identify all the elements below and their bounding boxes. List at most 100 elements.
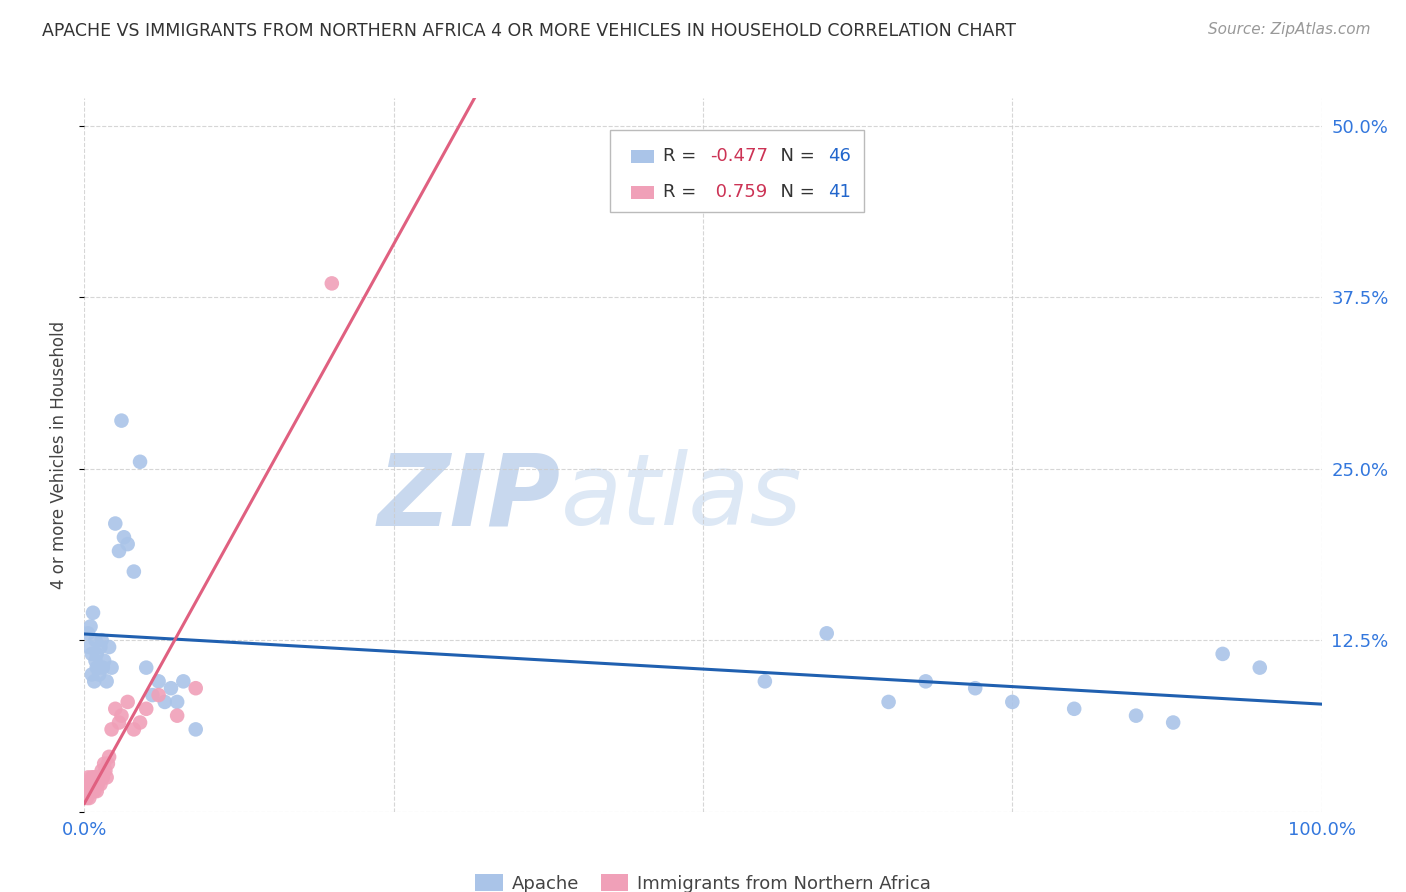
Point [108, 544, 131, 558]
Text: atlas: atlas [561, 450, 803, 546]
Point [89, 777, 111, 791]
Point [321, 277, 343, 291]
Point [79, 777, 101, 791]
Point [76, 791, 98, 805]
Text: R =: R = [664, 183, 703, 202]
Point [877, 695, 900, 709]
Point [104, 702, 127, 716]
Point [82, 784, 104, 798]
Point [89, 771, 111, 785]
Text: N =: N = [769, 147, 820, 165]
Point [87, 777, 110, 791]
FancyBboxPatch shape [610, 130, 863, 212]
Point [79, 791, 101, 805]
Point [129, 715, 152, 730]
Point [1212, 647, 1234, 661]
Text: N =: N = [769, 183, 820, 202]
Point [83, 784, 105, 798]
Point [82, 771, 104, 785]
Point [110, 414, 132, 428]
Point [84, 771, 107, 785]
Point [77, 771, 100, 785]
Point [1001, 695, 1024, 709]
Point [965, 681, 987, 696]
Point [100, 660, 122, 674]
Point [93, 654, 115, 668]
Point [914, 674, 936, 689]
Point [77, 784, 100, 798]
Point [79, 777, 101, 791]
Point [1161, 715, 1184, 730]
Legend: Apache, Immigrants from Northern Africa: Apache, Immigrants from Northern Africa [468, 867, 938, 892]
Point [96, 674, 118, 689]
Point [80, 777, 103, 791]
Point [77, 626, 100, 640]
Point [84, 654, 107, 668]
Point [117, 695, 139, 709]
Point [83, 777, 105, 791]
Text: 46: 46 [828, 147, 851, 165]
Point [79, 784, 101, 798]
Text: Source: ZipAtlas.com: Source: ZipAtlas.com [1208, 22, 1371, 37]
Point [148, 674, 170, 689]
Point [98, 640, 121, 654]
Text: 41: 41 [828, 183, 851, 202]
Text: 0.759: 0.759 [710, 183, 768, 202]
Bar [631, 186, 654, 199]
Point [80, 647, 103, 661]
Point [1249, 660, 1271, 674]
Point [160, 681, 183, 696]
Point [75, 784, 97, 798]
Point [172, 674, 194, 689]
Point [135, 660, 157, 674]
Point [96, 771, 118, 785]
Point [815, 626, 838, 640]
Point [91, 660, 114, 674]
Point [97, 756, 120, 771]
Point [86, 647, 108, 661]
Point [84, 633, 107, 648]
Point [112, 530, 135, 544]
Point [89, 640, 111, 654]
Text: APACHE VS IMMIGRANTS FROM NORTHERN AFRICA 4 OR MORE VEHICLES IN HOUSEHOLD CORREL: APACHE VS IMMIGRANTS FROM NORTHERN AFRIC… [42, 22, 1017, 40]
Point [84, 777, 107, 791]
Point [80, 771, 103, 785]
Point [166, 708, 188, 723]
Point [141, 688, 163, 702]
Point [83, 674, 105, 689]
Text: R =: R = [664, 147, 703, 165]
Point [89, 667, 111, 681]
Point [100, 723, 122, 737]
Point [90, 633, 112, 648]
Point [94, 764, 117, 778]
Point [90, 764, 112, 778]
Point [79, 619, 101, 633]
Point [93, 756, 115, 771]
Point [129, 455, 152, 469]
Text: -0.477: -0.477 [710, 147, 769, 165]
Point [122, 723, 145, 737]
Bar [631, 150, 654, 162]
Point [184, 681, 207, 696]
Point [104, 516, 127, 531]
Point [86, 784, 108, 798]
Point [110, 708, 132, 723]
Point [82, 606, 104, 620]
Point [86, 771, 108, 785]
Y-axis label: 4 or more Vehicles in Household: 4 or more Vehicles in Household [51, 321, 69, 589]
Point [79, 640, 101, 654]
Point [86, 660, 108, 674]
Point [1125, 708, 1147, 723]
Point [98, 749, 121, 764]
Point [76, 777, 98, 791]
Point [117, 537, 139, 551]
Text: ZIP: ZIP [378, 450, 561, 546]
Point [166, 695, 188, 709]
Point [80, 667, 103, 681]
Point [91, 771, 114, 785]
Point [184, 723, 207, 737]
Point [754, 674, 776, 689]
Point [108, 715, 131, 730]
Point [1063, 702, 1085, 716]
Point [148, 688, 170, 702]
